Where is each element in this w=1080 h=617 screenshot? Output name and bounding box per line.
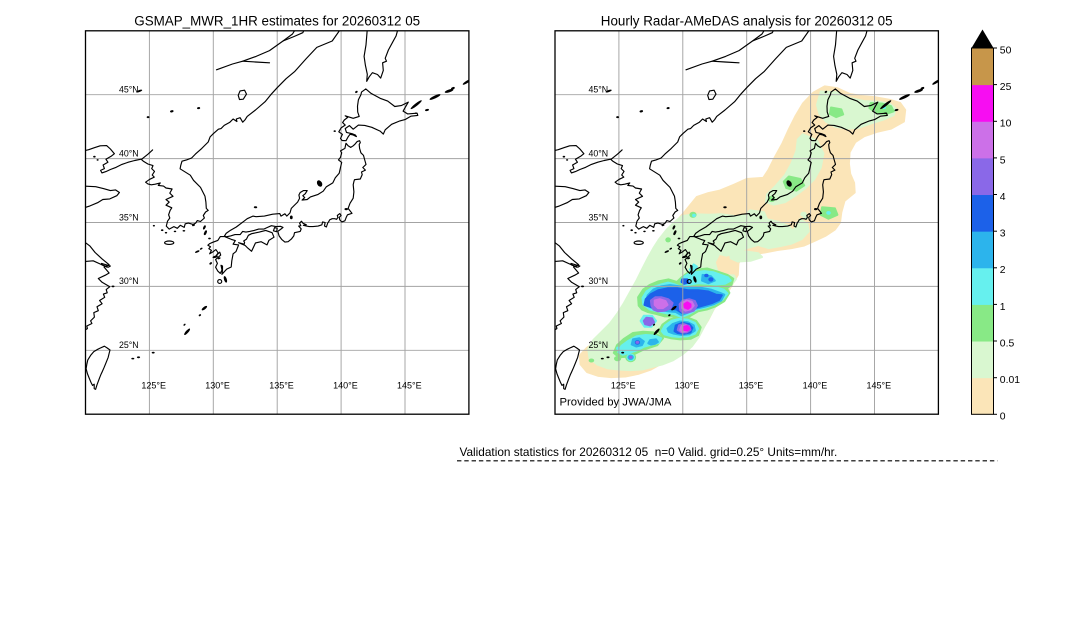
svg-text:130°E: 130°E [205,381,230,391]
svg-text:145°E: 145°E [866,381,891,391]
svg-text:0.01: 0.01 [1000,375,1020,386]
svg-text:4: 4 [1000,192,1006,203]
svg-text:Hourly Radar-AMeDAS analysis f: Hourly Radar-AMeDAS analysis for 2026031… [601,14,893,29]
svg-text:135°E: 135°E [269,381,294,391]
svg-text:135°E: 135°E [739,381,764,391]
svg-text:25°N: 25°N [589,340,609,350]
svg-text:Validation statistics for 2026: Validation statistics for 20260312 05 n=… [460,445,838,459]
svg-text:0.5: 0.5 [1000,338,1015,349]
svg-text:140°E: 140°E [333,381,358,391]
svg-text:30°N: 30°N [589,276,609,286]
svg-text:130°E: 130°E [675,381,700,391]
svg-text:25: 25 [1000,82,1012,93]
svg-text:GSMAP_MWR_1HR estimates for 20: GSMAP_MWR_1HR estimates for 20260312 05 [134,14,420,29]
svg-text:125°E: 125°E [611,381,636,391]
svg-text:0: 0 [1000,412,1006,423]
svg-text:3: 3 [1000,229,1006,240]
svg-text:30°N: 30°N [119,276,139,286]
svg-text:140°E: 140°E [803,381,828,391]
svg-text:40°N: 40°N [589,148,609,158]
svg-text:5: 5 [1000,155,1006,166]
svg-text:1: 1 [1000,302,1006,313]
svg-text:50: 50 [1000,45,1012,56]
svg-text:45°N: 45°N [119,85,139,95]
svg-text:145°E: 145°E [397,381,422,391]
svg-text:2: 2 [1000,265,1006,276]
svg-text:45°N: 45°N [589,85,609,95]
svg-text:125°E: 125°E [141,381,166,391]
svg-text:Provided by JWA/JMA: Provided by JWA/JMA [560,397,672,409]
svg-text:35°N: 35°N [119,212,139,222]
svg-text:35°N: 35°N [589,212,609,222]
svg-text:40°N: 40°N [119,148,139,158]
svg-text:25°N: 25°N [119,340,139,350]
svg-text:10: 10 [1000,119,1012,130]
